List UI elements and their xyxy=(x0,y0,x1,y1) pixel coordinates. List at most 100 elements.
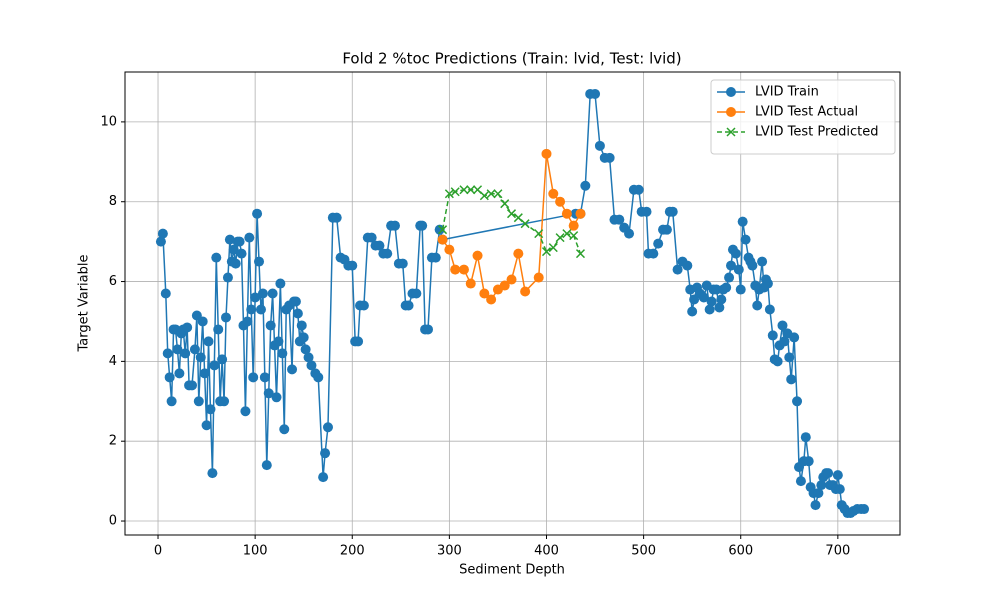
y-tick-label: 0 xyxy=(109,514,117,529)
marker xyxy=(479,288,490,299)
marker xyxy=(290,296,301,307)
marker xyxy=(187,380,198,391)
marker xyxy=(784,352,795,363)
marker xyxy=(500,199,510,209)
marker xyxy=(182,322,193,333)
marker xyxy=(816,480,827,491)
legend-label: LVID Test Actual xyxy=(755,105,858,120)
marker xyxy=(777,320,788,331)
marker xyxy=(562,229,572,239)
marker xyxy=(195,352,206,363)
marker xyxy=(541,148,552,159)
marker xyxy=(575,208,586,219)
marker xyxy=(568,220,579,231)
legend: LVID Train LVID Test Actual LVID Test Pred… xyxy=(710,79,896,155)
marker xyxy=(667,206,678,217)
marker xyxy=(789,332,800,343)
marker xyxy=(757,256,768,267)
marker xyxy=(716,294,727,305)
marker xyxy=(209,360,220,371)
marker xyxy=(772,356,783,367)
marker xyxy=(313,372,324,383)
marker xyxy=(160,288,171,299)
marker xyxy=(506,209,517,219)
marker xyxy=(834,484,845,495)
marker xyxy=(735,284,746,295)
marker xyxy=(786,374,797,385)
marker xyxy=(458,264,469,275)
marker xyxy=(277,348,288,359)
legend-label: LVID Test Predicted xyxy=(755,125,878,140)
marker xyxy=(687,306,698,317)
marker xyxy=(698,292,709,303)
marker xyxy=(230,258,241,269)
marker xyxy=(633,184,644,195)
marker xyxy=(795,476,806,487)
marker xyxy=(423,324,434,335)
marker xyxy=(205,404,216,415)
marker xyxy=(397,258,408,269)
marker xyxy=(682,260,693,271)
x-tick-label: 300 xyxy=(437,544,462,559)
marker xyxy=(569,231,579,241)
marker xyxy=(580,180,591,191)
marker xyxy=(259,372,270,383)
marker xyxy=(271,392,282,403)
marker xyxy=(322,422,333,433)
marker xyxy=(219,396,230,407)
marker xyxy=(257,288,268,299)
marker xyxy=(172,344,183,355)
legend-label: LVID Train xyxy=(755,85,819,100)
marker xyxy=(604,152,615,163)
marker xyxy=(706,296,717,307)
marker xyxy=(594,140,605,151)
marker xyxy=(261,460,272,471)
marker xyxy=(213,324,224,335)
marker xyxy=(221,312,232,323)
y-tick-label: 4 xyxy=(109,354,117,369)
marker xyxy=(252,208,263,219)
marker xyxy=(180,348,191,359)
marker xyxy=(197,316,208,327)
marker xyxy=(624,228,635,239)
marker xyxy=(548,188,559,199)
marker xyxy=(389,220,400,231)
marker xyxy=(813,488,824,499)
marker xyxy=(513,248,524,259)
marker xyxy=(211,252,222,263)
marker xyxy=(287,364,298,375)
marker xyxy=(459,185,469,195)
marker xyxy=(236,248,247,259)
marker xyxy=(724,272,735,283)
marker xyxy=(296,320,307,331)
plot-frame xyxy=(124,71,901,536)
marker xyxy=(248,372,259,383)
marker xyxy=(767,330,778,341)
marker xyxy=(747,260,758,271)
marker xyxy=(358,300,369,311)
y-tick-label: 8 xyxy=(109,194,117,209)
marker xyxy=(263,388,274,399)
marker xyxy=(672,264,683,275)
marker xyxy=(155,236,166,247)
marker xyxy=(520,219,530,229)
marker xyxy=(174,368,185,379)
marker xyxy=(733,264,744,275)
marker xyxy=(859,504,870,515)
marker xyxy=(157,228,168,239)
marker xyxy=(347,260,358,271)
marker xyxy=(737,216,748,227)
marker xyxy=(779,336,790,347)
marker xyxy=(726,260,737,271)
marker xyxy=(430,252,441,263)
marker xyxy=(320,448,331,459)
marker xyxy=(437,234,448,245)
marker xyxy=(575,249,586,259)
marker xyxy=(207,468,218,479)
x-tick-label: 0 xyxy=(154,544,162,559)
marker xyxy=(653,238,664,249)
x-tick-label: 200 xyxy=(340,544,365,559)
marker xyxy=(303,352,314,363)
marker xyxy=(203,336,214,347)
